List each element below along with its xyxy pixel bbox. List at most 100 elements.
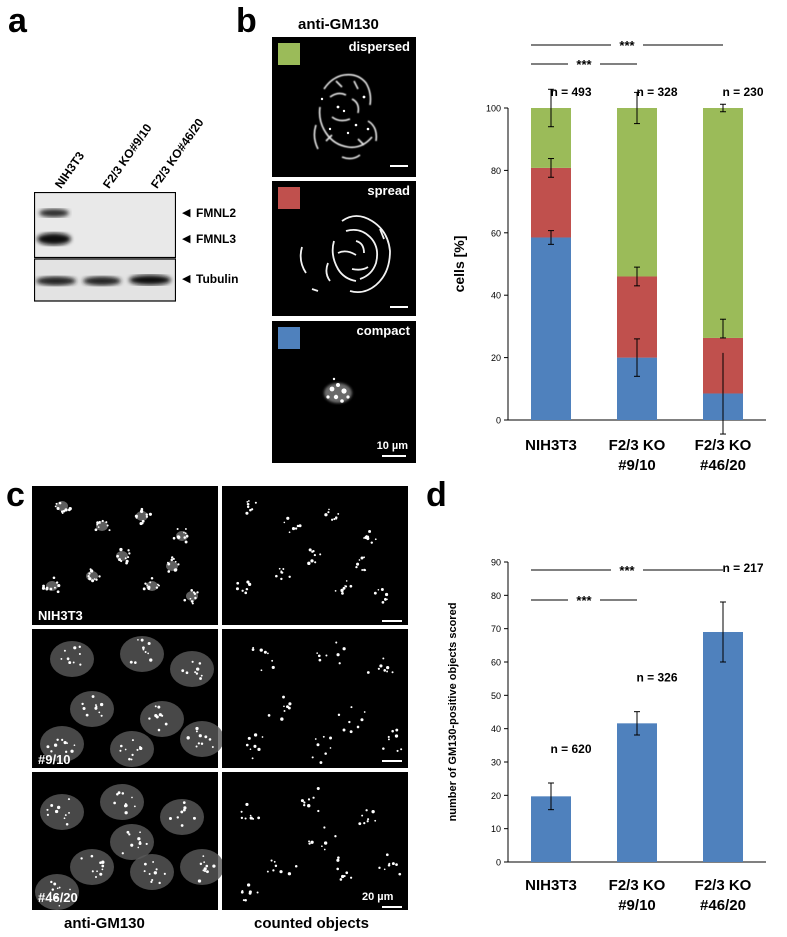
golgi-object xyxy=(235,587,239,591)
golgi-object xyxy=(183,808,186,812)
golgi-object xyxy=(139,746,143,751)
golgi-object xyxy=(337,512,340,515)
golgi-object xyxy=(137,837,141,841)
golgi-object xyxy=(131,739,134,742)
golgi-object xyxy=(380,588,384,592)
y-tick-label: 10 xyxy=(491,824,501,834)
category-label: #9/10 xyxy=(618,897,656,914)
cell-body xyxy=(170,651,214,687)
golgi-object xyxy=(363,537,365,539)
golgi-object xyxy=(139,509,144,514)
golgi-object xyxy=(374,819,377,822)
golgi-object xyxy=(338,662,341,665)
golgi-object xyxy=(98,521,101,524)
golgi-object xyxy=(240,810,243,813)
y-tick-label: 0 xyxy=(496,858,501,868)
golgi-object xyxy=(323,848,326,851)
golgi-object xyxy=(195,730,198,733)
golgi-object xyxy=(145,513,148,516)
golgi-object xyxy=(157,728,161,732)
golgi-object xyxy=(108,529,111,532)
panel-d-letter: d xyxy=(426,476,447,514)
golgi-object xyxy=(244,591,248,595)
cell-body xyxy=(70,691,114,727)
golgi-object xyxy=(51,888,55,891)
golgi-object xyxy=(140,638,144,642)
band-arrow-fmnl2: ◀ xyxy=(182,207,191,219)
golgi-object xyxy=(54,809,59,814)
y-tick-label: 90 xyxy=(491,558,501,568)
golgi-object xyxy=(282,567,285,570)
golgi-object xyxy=(273,860,276,863)
category-label-dispersed: dispersed xyxy=(348,39,410,54)
chart-b: 0 20 40 60 80 100 cells [%] n = 493 NIH3T3 n = 32… xyxy=(451,38,766,474)
cell-body xyxy=(50,641,94,677)
golgi-object xyxy=(310,840,314,844)
golgi-object xyxy=(283,521,286,524)
golgi-object xyxy=(334,835,337,838)
golgi-object xyxy=(308,548,312,552)
micrograph-grid xyxy=(32,486,410,911)
golgi-object xyxy=(358,822,362,826)
y-tick-label: 20 xyxy=(491,353,501,363)
golgi-object xyxy=(373,591,377,595)
golgi-object xyxy=(172,536,176,540)
golgi-object xyxy=(127,549,130,552)
golgi-object xyxy=(303,801,306,804)
golgi-object xyxy=(329,736,333,740)
golgi-object xyxy=(400,748,403,751)
golgi-object xyxy=(303,804,306,807)
golgi-object xyxy=(356,725,360,729)
golgi-object xyxy=(325,654,328,657)
golgi-object xyxy=(120,559,123,563)
golgi-object xyxy=(93,578,96,580)
golgi-object xyxy=(176,816,179,819)
golgi-object xyxy=(318,658,322,662)
golgi-object xyxy=(387,738,390,741)
golgi-object xyxy=(94,528,98,532)
golgi-object xyxy=(245,743,249,747)
golgi-object xyxy=(146,584,149,586)
golgi-object xyxy=(128,833,131,836)
golgi-object xyxy=(310,559,314,563)
golgi-object xyxy=(121,852,124,855)
golgi-object xyxy=(155,868,158,871)
category-label-spread: spread xyxy=(367,183,410,198)
golgi-object xyxy=(395,728,399,732)
category-label-compact: compact xyxy=(356,323,410,338)
golgi-object xyxy=(73,744,76,747)
golgi-object xyxy=(316,743,320,747)
significance-label: *** xyxy=(576,593,592,608)
golgi-object xyxy=(345,871,349,875)
golgi-object xyxy=(191,660,194,663)
golgi-object xyxy=(164,722,168,726)
golgi-object xyxy=(42,584,45,588)
y-tick-label: 60 xyxy=(491,228,501,238)
golgi-object xyxy=(349,584,353,588)
grid-c-images xyxy=(32,486,408,911)
golgi-object xyxy=(249,814,252,817)
cell-body xyxy=(40,726,84,762)
golgi-object xyxy=(46,745,50,749)
band-label-tubulin: Tubulin xyxy=(196,272,239,286)
golgi-object xyxy=(335,517,338,520)
golgi-object xyxy=(78,652,81,655)
golgi-object xyxy=(307,804,311,808)
golgi-object xyxy=(379,664,383,668)
golgi-object xyxy=(345,580,348,582)
golgi-object xyxy=(139,521,143,526)
golgi-object xyxy=(79,663,82,666)
golgi-object xyxy=(95,578,98,581)
golgi-object xyxy=(193,592,197,596)
golgi-object xyxy=(382,657,385,660)
lane-label: F2/3 KO#9/10 xyxy=(100,121,155,192)
golgi-object xyxy=(173,568,177,572)
golgi-object xyxy=(197,742,200,745)
golgi-object xyxy=(185,534,189,538)
golgi-object xyxy=(168,816,172,820)
golgi-object xyxy=(101,519,104,523)
cell-body xyxy=(136,511,148,521)
golgi-object xyxy=(54,895,58,899)
golgi-object xyxy=(363,822,366,825)
category-label: F2/3 KO xyxy=(695,437,752,454)
